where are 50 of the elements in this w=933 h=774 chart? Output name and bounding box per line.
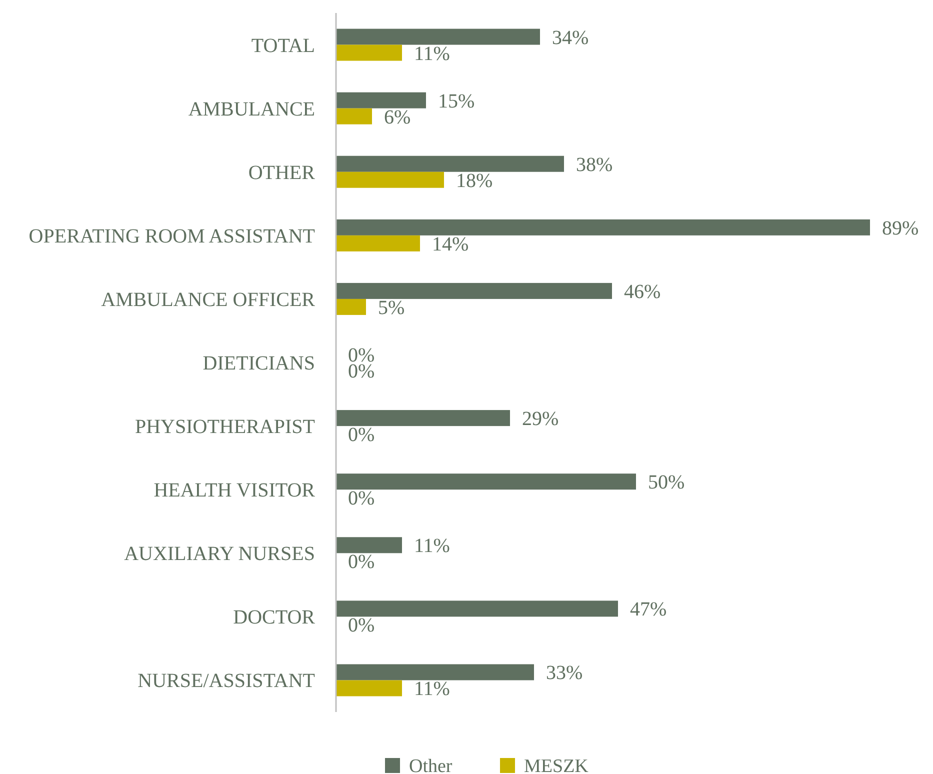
data-label: 33%: [546, 662, 583, 684]
y-tick-label: HEALTH VISITOR: [154, 480, 316, 502]
data-label: 5%: [378, 296, 405, 319]
legend-label: Other: [409, 756, 453, 774]
y-tick-label: AMBULANCE: [188, 98, 315, 120]
bar: [336, 537, 402, 554]
bar: [336, 680, 402, 696]
data-label: 89%: [882, 217, 919, 240]
bar: [336, 172, 444, 188]
bar: [336, 282, 612, 299]
data-label: 11%: [414, 678, 450, 700]
data-label: 46%: [624, 280, 661, 303]
data-label: 11%: [414, 42, 450, 65]
bar: [336, 156, 564, 172]
y-tick-label: OTHER: [248, 162, 316, 184]
data-label: 11%: [414, 535, 450, 558]
data-label: 34%: [552, 26, 589, 49]
y-tick-label: PHYSIOTHERAPIST: [134, 416, 315, 438]
y-tick-label: TOTAL: [251, 34, 315, 57]
y-tick-label: OPERATING ROOM ASSISTANT: [28, 225, 315, 248]
y-tick-label: NURSE/ASSISTANT: [138, 670, 315, 692]
bar: [336, 44, 402, 61]
legend-label: MESZK: [524, 756, 589, 774]
bar: [336, 28, 540, 45]
y-tick-label: DOCTOR: [233, 606, 316, 629]
bar: [336, 219, 870, 236]
data-label: 0%: [348, 614, 375, 637]
data-label: 0%: [348, 360, 375, 382]
data-label: 0%: [348, 551, 375, 574]
data-label: 0%: [348, 488, 375, 510]
data-label: 18%: [456, 170, 493, 192]
bar: [336, 298, 366, 315]
data-label: 38%: [576, 154, 613, 176]
y-tick-label: AMBULANCE OFFICER: [101, 288, 316, 311]
bar: [336, 108, 372, 124]
y-tick-label: DIETICIANS: [202, 352, 315, 374]
bar: [336, 235, 420, 252]
data-label: 0%: [348, 424, 375, 446]
data-label: 6%: [384, 106, 411, 128]
data-label: 29%: [522, 408, 559, 430]
bar: [336, 600, 618, 617]
data-label: 50%: [648, 472, 685, 494]
bar: [336, 410, 510, 426]
data-label: 15%: [438, 90, 475, 112]
y-tick-label: AUXILIARY NURSES: [124, 543, 315, 566]
bar: [336, 664, 534, 680]
bar: [336, 474, 636, 490]
bar: [336, 92, 426, 108]
data-label: 47%: [630, 598, 667, 621]
data-label: 14%: [432, 233, 469, 256]
